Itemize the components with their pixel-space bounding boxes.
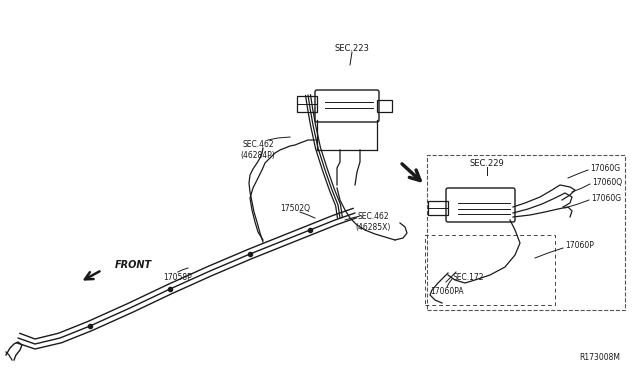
Bar xyxy=(425,235,555,305)
Text: 17060PA: 17060PA xyxy=(430,288,464,296)
Text: 17060Q: 17060Q xyxy=(592,177,622,186)
Text: FRONT: FRONT xyxy=(115,260,152,270)
Text: SEC.223: SEC.223 xyxy=(335,44,369,52)
Text: SEC.172: SEC.172 xyxy=(452,273,484,282)
Text: 17502Q: 17502Q xyxy=(280,203,310,212)
Text: 17060P: 17060P xyxy=(565,241,594,250)
Text: 17060G: 17060G xyxy=(590,164,620,173)
Bar xyxy=(297,96,317,112)
Text: SEC.229: SEC.229 xyxy=(470,158,504,167)
Text: 17058P: 17058P xyxy=(164,273,193,282)
Text: R173008M: R173008M xyxy=(579,353,620,362)
Bar xyxy=(377,100,392,112)
Text: SEC.462
(46285X): SEC.462 (46285X) xyxy=(355,212,390,232)
Bar xyxy=(427,155,625,310)
Text: SEC.462
(46284P): SEC.462 (46284P) xyxy=(241,140,275,160)
Text: 17060G: 17060G xyxy=(591,193,621,202)
Bar xyxy=(428,201,448,215)
